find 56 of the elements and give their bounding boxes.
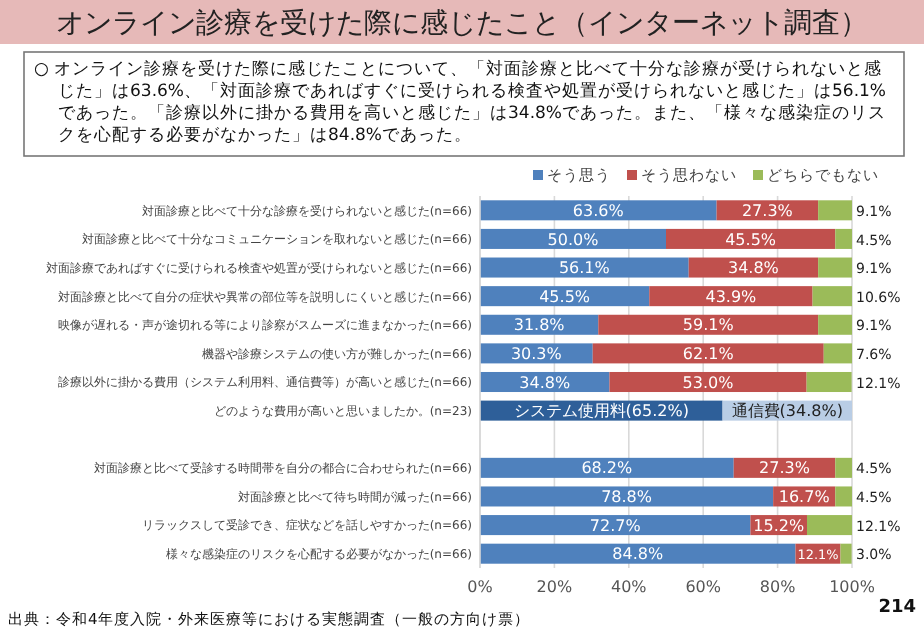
- data-label: 68.2%: [581, 459, 634, 478]
- bar: [666, 228, 836, 249]
- text: 214: [878, 598, 916, 618]
- data-label: 84.8%: [612, 545, 664, 564]
- data-label: 34.8%: [519, 373, 571, 392]
- data-label: 通信費(34.8%): [731, 402, 843, 421]
- bar: [480, 200, 717, 221]
- bar: [480, 457, 734, 478]
- bar: [480, 486, 774, 507]
- data-label: 34.8%: [728, 259, 780, 278]
- chart-title: オンライン診療を受けた際に感じたこと（インターネット調査）: [56, 8, 868, 40]
- data-label: システム使用料(65.2%): [513, 402, 689, 421]
- bar: [835, 486, 852, 507]
- data-label: 16.7%: [778, 488, 831, 507]
- summary: ○ オンライン診療を受けた際に感じたことについて、「対面診療と比べて十分な診療が受けられないと感じた」は63.6%、「対面診療であればすぐに受けられる検査や処置が受けられないと感じた」は56.1%であった。「診療以外に掛かる費用を高いと感じた」は34.8%であった。また、「様々な感染症のリスクを心配する必要がなかった」は84.8%であった。: [23, 51, 905, 157]
- bar: [835, 228, 852, 249]
- x-tick-label: 20%: [536, 578, 573, 596]
- bar: [480, 257, 689, 278]
- bar: [835, 457, 852, 478]
- bar: [818, 200, 852, 221]
- data-label: 45.5%: [725, 230, 777, 249]
- bar: [480, 515, 751, 536]
- x-tick-label: 40%: [611, 578, 648, 596]
- bar: [480, 228, 666, 249]
- bar: [592, 343, 824, 364]
- bar: [609, 371, 807, 393]
- bar: [480, 286, 650, 307]
- data-label: 27.3%: [741, 201, 794, 220]
- data-label: 43.9%: [705, 287, 758, 306]
- x-tick-label: 80%: [759, 578, 797, 596]
- bar: [818, 257, 852, 278]
- bar: [806, 371, 852, 393]
- bar: [806, 515, 852, 536]
- bar: [812, 286, 852, 307]
- data-label: 59.1%: [682, 316, 735, 335]
- bar: [840, 543, 852, 564]
- bar: [818, 314, 852, 335]
- data-label: 63.6%: [572, 201, 625, 220]
- data-label: 78.8%: [601, 488, 653, 507]
- x-tick-label: 100%: [829, 578, 876, 596]
- data-label: 53.0%: [682, 373, 735, 392]
- bar: [598, 314, 819, 335]
- data-label: 50.0%: [547, 230, 600, 249]
- x-tick-label: 60%: [685, 578, 722, 596]
- data-label: 45.5%: [539, 287, 591, 306]
- data-label: 27.3%: [759, 459, 811, 478]
- data-label: 15.2%: [753, 516, 805, 535]
- data-label: 62.1%: [682, 344, 735, 363]
- bar: [480, 543, 796, 564]
- bar: [649, 286, 813, 307]
- data-label: 31.8%: [513, 316, 566, 335]
- data-label: 56.1%: [558, 259, 611, 278]
- data-label: 72.7%: [589, 516, 642, 535]
- bar: [823, 343, 852, 364]
- data-label: 30.3%: [510, 344, 563, 363]
- x-tick-label: 0%: [467, 578, 494, 596]
